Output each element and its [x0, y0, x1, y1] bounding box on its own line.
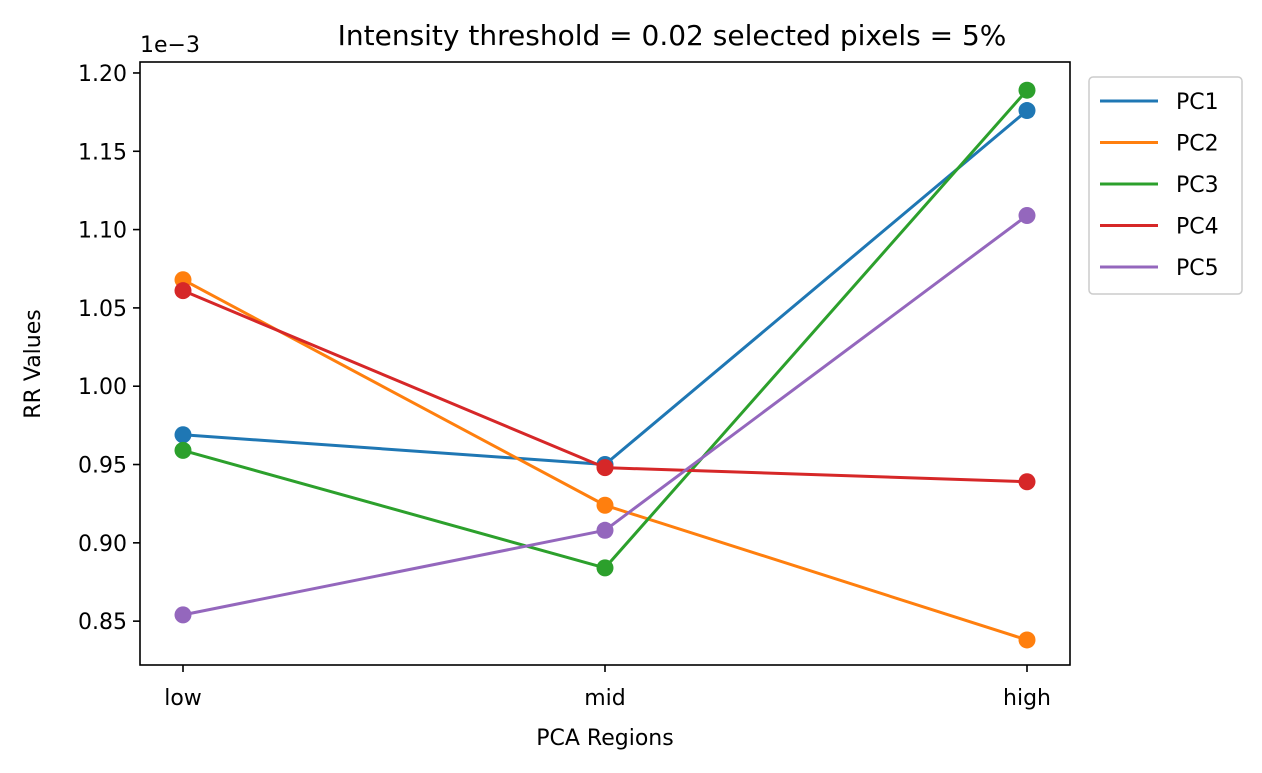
- data-point: [174, 441, 192, 459]
- legend-entry-pc2: PC2: [1100, 132, 1219, 157]
- data-point: [596, 459, 614, 477]
- data-point: [596, 559, 614, 577]
- series-pc4: [174, 282, 1036, 491]
- y-tick-label: 1.10: [78, 219, 127, 244]
- y-tick-label: 1.20: [78, 62, 127, 87]
- legend-entry-pc4: PC4: [1100, 215, 1219, 240]
- legend-entry-pc5: PC5: [1100, 256, 1219, 281]
- data-point: [1018, 631, 1036, 649]
- data-point: [174, 606, 192, 624]
- data-point: [1018, 206, 1036, 224]
- data-point: [1018, 102, 1036, 120]
- legend-label: PC4: [1176, 215, 1219, 240]
- data-point: [596, 521, 614, 539]
- y-tick-label: 1.05: [78, 297, 127, 322]
- legend-label: PC5: [1176, 256, 1219, 281]
- chart-title: Intensity threshold = 0.02 selected pixe…: [338, 19, 1007, 52]
- y-tick-label: 0.95: [78, 454, 127, 479]
- x-axis: low mid high: [164, 665, 1051, 711]
- legend-label: PC3: [1176, 173, 1219, 198]
- legend: PC1 PC2 PC3 PC4 PC5: [1088, 76, 1243, 295]
- data-point: [174, 282, 192, 300]
- legend-frame: [1088, 76, 1243, 295]
- series-layer: [174, 81, 1036, 649]
- series-pc3: [174, 81, 1036, 577]
- x-tick-label: mid: [584, 686, 626, 711]
- data-point: [596, 496, 614, 514]
- legend-label: PC1: [1176, 90, 1219, 115]
- x-axis-label: PCA Regions: [536, 726, 673, 751]
- y-tick-label: 0.90: [78, 532, 127, 557]
- y-axis-label: RR Values: [21, 309, 46, 418]
- y-tick-label: 0.85: [78, 610, 127, 635]
- x-tick-label: high: [1003, 686, 1051, 711]
- data-point: [174, 426, 192, 444]
- y-tick-label: 1.00: [78, 375, 127, 400]
- series-pc5: [174, 206, 1036, 624]
- data-point: [1018, 473, 1036, 491]
- y-tick-label: 1.15: [78, 140, 127, 165]
- y-axis: 0.85 0.90 0.95 1.00 1.05 1.10 1.15 1.20: [78, 62, 140, 635]
- data-point: [1018, 81, 1036, 99]
- x-tick-label: low: [164, 686, 202, 711]
- y-offset-text: 1e−3: [140, 33, 200, 58]
- series-pc2: [174, 271, 1036, 649]
- legend-entry-pc1: PC1: [1100, 90, 1219, 115]
- legend-label: PC2: [1176, 132, 1219, 157]
- legend-entry-pc3: PC3: [1100, 173, 1219, 198]
